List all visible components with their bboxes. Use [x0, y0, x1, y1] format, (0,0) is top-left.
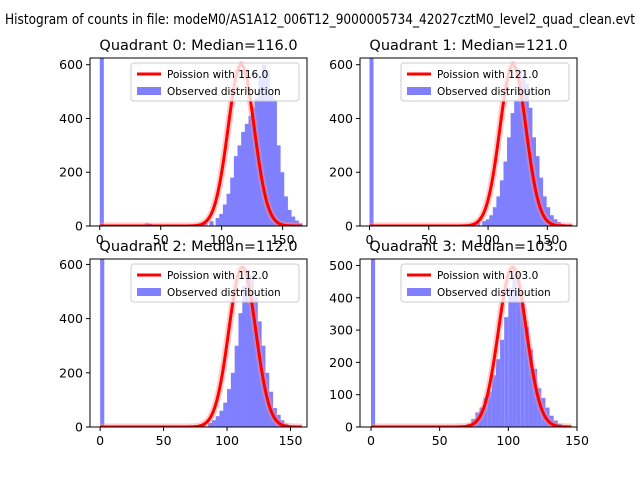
legend-observed-swatch — [407, 288, 431, 296]
legend: Poission with 121.0 Observed distribution — [401, 63, 569, 101]
legend-observed-label: Observed distribution — [437, 287, 551, 299]
observed-bar — [212, 420, 216, 427]
observed-bar — [280, 172, 284, 226]
observed-bar — [238, 145, 242, 226]
y-tick-label: 400 — [329, 290, 353, 305]
observed-bar — [230, 178, 234, 226]
observed-bar — [216, 416, 220, 427]
legend-observed-label: Observed distribution — [437, 86, 551, 98]
observed-bar — [238, 313, 242, 427]
legend-poisson-label: Poission with 116.0 — [167, 69, 268, 81]
observed-bar — [508, 288, 512, 427]
observed-bar — [496, 196, 500, 226]
y-tick-label: 0 — [75, 420, 83, 435]
y-tick-label: 300 — [329, 323, 353, 338]
observed-bar — [504, 317, 508, 427]
observed-bar — [235, 346, 239, 427]
observed-bar — [277, 145, 281, 226]
legend-observed-label: Observed distribution — [167, 86, 281, 98]
observed-bar — [241, 132, 245, 226]
quadrant-3-panel: 0 50 100 150 0 100 200 300 400 500 Poission with 1… — [329, 91, 589, 448]
panel-title: Quadrant 0: Median=116.0 — [99, 38, 297, 54]
y-tick-label: 0 — [345, 219, 353, 234]
y-tick-label: 600 — [59, 257, 83, 272]
x-tick-label: 0 — [96, 433, 104, 448]
x-tick-label: 150 — [565, 433, 589, 448]
y-tick-label: 200 — [329, 165, 353, 180]
observed-bar — [496, 359, 500, 427]
legend: Poission with 112.0 Observed distribution — [131, 264, 299, 302]
observed-bar — [234, 156, 238, 226]
x-tick-label: 0 — [367, 433, 375, 448]
observed-bar — [486, 219, 490, 226]
observed-bar — [511, 113, 515, 226]
observed-bar — [503, 161, 507, 226]
observed-bar — [231, 373, 235, 427]
quadrant-1-panel: 0 50 100 150 0 200 400 600 Poission with 121.0 Ob… — [329, 0, 577, 247]
observed-bar — [493, 207, 497, 226]
observed-bar — [100, 0, 104, 226]
y-tick-label: 200 — [329, 355, 353, 370]
y-tick-label: 0 — [345, 420, 353, 435]
observed-bar — [500, 180, 504, 226]
y-tick-label: 600 — [329, 57, 353, 72]
x-tick-label: 50 — [156, 433, 172, 448]
observed-bar — [482, 221, 486, 226]
observed-bar — [223, 204, 227, 226]
observed-bar — [273, 100, 277, 226]
observed-bar — [507, 137, 511, 226]
observed-bar — [242, 286, 246, 427]
y-tick-label: 200 — [59, 165, 83, 180]
observed-bar — [219, 411, 223, 427]
legend-observed-swatch — [137, 288, 161, 296]
y-tick-label: 400 — [329, 111, 353, 126]
y-tick-label: 600 — [59, 57, 83, 72]
legend-poisson-label: Poission with 112.0 — [167, 270, 268, 282]
legend-observed-label: Observed distribution — [167, 287, 281, 299]
x-tick-label: 100 — [215, 433, 239, 448]
observed-bar — [223, 403, 227, 427]
y-tick-label: 400 — [59, 111, 83, 126]
y-tick-label: 400 — [59, 311, 83, 326]
legend-observed-swatch — [137, 87, 161, 95]
plot-area — [369, 0, 572, 226]
y-tick-label: 500 — [329, 258, 353, 273]
y-tick-label: 200 — [59, 365, 83, 380]
plot-area — [100, 0, 303, 226]
legend-poisson-label: Poission with 103.0 — [437, 270, 538, 282]
quadrant-0-panel: 0 50 100 150 0 200 400 600 Poission with 116.0 Ob… — [59, 0, 307, 247]
observed-bar — [219, 214, 223, 226]
observed-bar — [227, 389, 231, 427]
observed-bar — [284, 196, 288, 226]
figure-suptitle: Histogram of counts in file: modeM0/AS1A… — [5, 12, 635, 28]
observed-bar — [369, 0, 373, 226]
x-tick-label: 100 — [496, 433, 520, 448]
observed-bar — [517, 291, 521, 427]
panel-title: Quadrant 2: Median=112.0 — [99, 239, 297, 255]
y-tick-label: 0 — [75, 219, 83, 234]
figure: Histogram of counts in file: modeM0/AS1A… — [0, 0, 640, 480]
observed-bar — [514, 100, 518, 226]
observed-bar — [227, 194, 231, 226]
legend-poisson-label: Poission with 121.0 — [437, 69, 538, 81]
panel-title: Quadrant 1: Median=121.0 — [369, 38, 567, 54]
legend: Poission with 116.0 Observed distribution — [131, 63, 299, 101]
legend-observed-swatch — [407, 87, 431, 95]
observed-bar — [245, 124, 249, 226]
x-tick-label: 150 — [279, 433, 303, 448]
observed-bar — [500, 340, 504, 427]
observed-bar — [216, 218, 220, 226]
x-tick-label: 50 — [432, 433, 448, 448]
observed-bar — [489, 215, 493, 226]
y-tick-label: 100 — [329, 387, 353, 402]
panel-title: Quadrant 3: Median=103.0 — [369, 239, 567, 255]
legend: Poission with 103.0 Observed distribution — [401, 264, 569, 302]
